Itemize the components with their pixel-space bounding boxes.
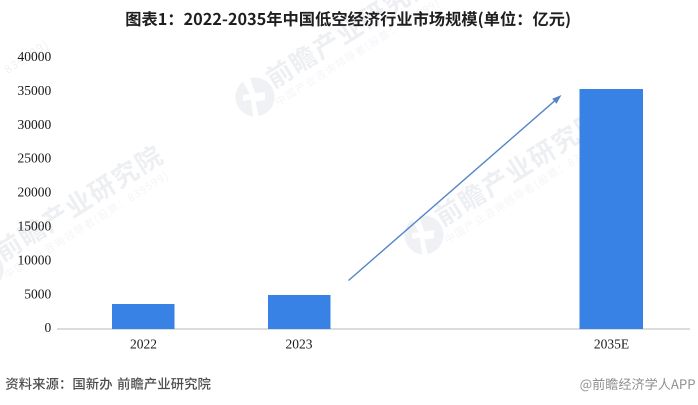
svg-text:2023: 2023: [286, 337, 313, 352]
svg-text:0: 0: [44, 320, 51, 335]
svg-text:15000: 15000: [17, 219, 51, 234]
svg-text:30000: 30000: [17, 117, 51, 132]
svg-text:40000: 40000: [17, 49, 51, 64]
svg-text:2022: 2022: [130, 337, 157, 352]
svg-text:5000: 5000: [24, 286, 51, 301]
svg-text:20000: 20000: [17, 185, 51, 200]
svg-text:2035E: 2035E: [594, 337, 629, 352]
svg-text:35000: 35000: [17, 83, 51, 98]
svg-text:25000: 25000: [17, 151, 51, 166]
svg-text:10000: 10000: [17, 252, 51, 267]
